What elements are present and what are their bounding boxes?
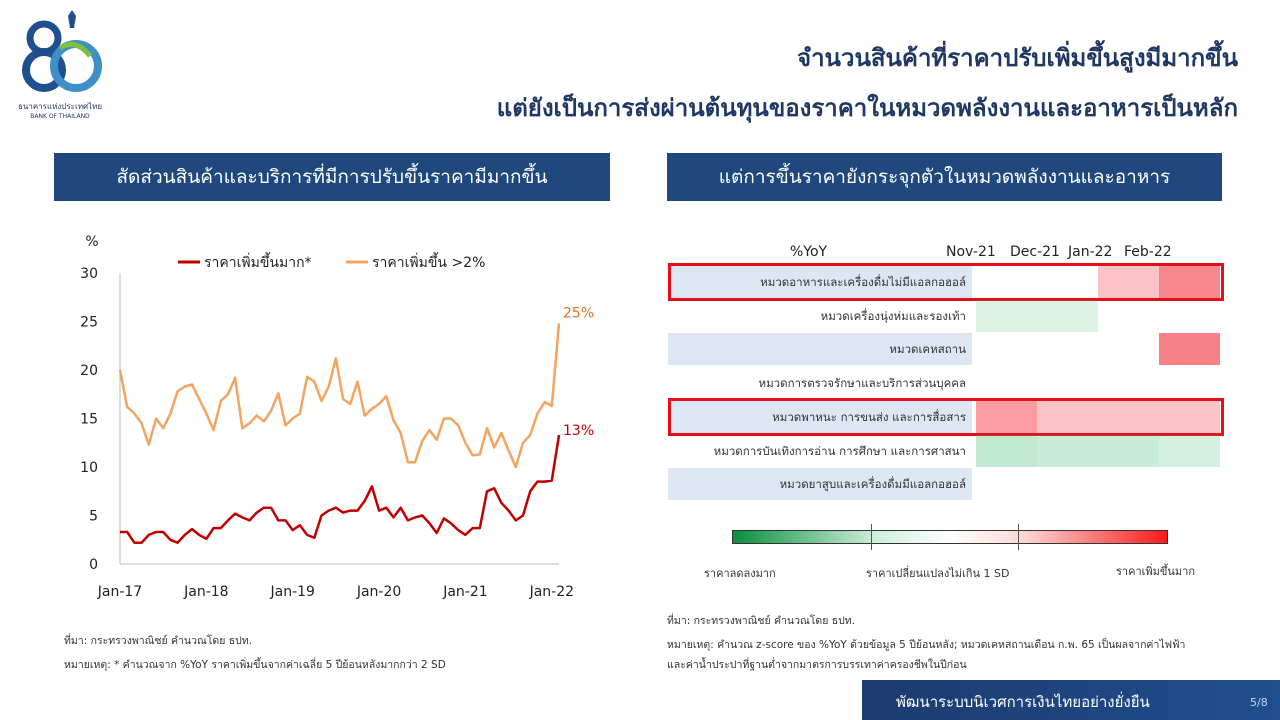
left-source: ที่มา: กระทรวงพาณิชย์ คำนวณโดย ธปท. [64,635,253,647]
end-label-above-2pct: 25% [563,305,594,321]
heatmap-row-label: หมวดเครื่องนุ่งห่มและรองเท้า [820,309,966,323]
legend-label: ราคาเพิ่มขึ้นมาก* [204,252,312,271]
right-note-line1: หมายเหตุ: คำนวณ z-score ของ %YoY ด้วยข้อ… [667,639,1186,651]
heatmap-cell [976,435,1037,467]
y-tick-label: 30 [80,266,98,282]
heatmap-cell [976,401,1037,433]
series-line-high-increase [120,434,561,544]
y-tick-label: 0 [89,557,98,573]
heatmap-cell [1159,333,1220,365]
scale-label-low: ราคาลดลงมาก [704,567,776,580]
x-tick-label: Jan-20 [356,584,401,600]
logo-name-th: ธนาคารแห่งประเทศไทย [17,102,103,111]
heatmap-cell [976,300,1037,332]
line-chart: % 0 5 10 15 20 25 30 Jan-17 Jan-18 Jan-19 Jan-20 Jan… [80,234,594,600]
x-tick-label: Jan-21 [442,584,487,600]
y-tick-label: 20 [80,363,98,379]
heatmap-cell [1098,435,1159,467]
heatmap-column-header: Feb-22 [1124,244,1172,260]
scale-label-high: ราคาเพิ่มขึ้นมาก [1116,565,1196,578]
heatmap-cell [1037,435,1098,467]
x-tick-label: Jan-18 [183,584,228,600]
heatmap-row-label: หมวดพาหนะ การขนส่ง และการสื่อสาร [668,401,972,433]
heatmap-row-label: หมวดการบันเทิงการอ่าน การศึกษา และการศาส… [713,444,966,458]
heatmap-cell [1037,300,1098,332]
heatmap-cell [1098,266,1159,298]
heatmap-column-header: Dec-21 [1010,244,1060,260]
highlight-box [668,263,1224,301]
x-tick-label: Jan-19 [269,584,314,600]
y-tick-label: 25 [80,315,98,331]
color-scale-tick-right [1018,524,1019,550]
heatmap-row-label: หมวดการตรวจรักษาและบริการส่วนบุคคล [758,376,966,390]
end-label-high-increase: 13% [563,423,594,439]
left-note: หมายเหตุ: * คำนวณจาก %YoY ราคาเพิ่มขึ้นจ… [64,659,446,671]
heatmap-cell [1159,435,1220,467]
heatmap-cell [1159,401,1220,433]
legend-label: ราคาเพิ่มขึ้น >2% [372,252,485,271]
logo-emblem-icon [22,10,102,92]
slide-title-line1: จำนวนสินค้าที่ราคาปรับเพิ่มขึ้นสูงมีมากข… [797,44,1238,72]
color-scale-bar [732,530,1168,544]
footer-band [862,680,1280,720]
heatmap-row-label: หมวดอาหารและเครื่องดื่มไม่มีแอลกอฮอล์ [668,266,972,298]
left-panel-header: สัดส่วนสินค้าและบริการที่มีการปรับขึ้นรา… [54,153,610,201]
highlight-box [668,398,1224,436]
right-note-line2: และค่าน้ำประปาที่ฐานต่ำจากมาตรการบรรเทาค… [667,659,967,671]
right-panel-header: แต่การขึ้นราคายังกระจุกตัวในหมวดพลังงานแ… [667,153,1222,201]
x-tick-label: Jan-22 [529,584,574,600]
heatmap-row-label: หมวดยาสูบและเครื่องดื่มมีแอลกอฮอล์ [668,468,972,500]
heatmap-row-label: หมวดเคหสถาน [668,333,972,365]
logo: ธนาคารแห่งประเทศไทย BANK OF THAILAND [10,8,110,120]
right-source: ที่มา: กระทรวงพาณิชย์ คำนวณโดย ธปท. [667,615,856,627]
y-axis-label: % [85,234,98,250]
x-tick-label: Jan-17 [97,584,142,600]
scale-label-mid: ราคาเปลี่ยนแปลงไม่เกิน 1 SD [866,567,1010,580]
logo-name-en: BANK OF THAILAND [30,113,90,120]
slide-title-line2: แต่ยังเป็นการส่งผ่านต้นทุนของราคาในหมวดพ… [496,94,1238,122]
y-tick-label: 5 [89,509,98,525]
heatmap-title: %YoY [790,244,828,260]
series-line-above-2pct [118,323,561,469]
color-scale-tick-left [871,524,872,550]
y-tick-label: 15 [80,412,98,428]
heatmap-cell [1098,401,1159,433]
heatmap-cell [1159,266,1220,298]
page-number: 5/8 [1250,696,1268,709]
heatmap-column-header: Jan-22 [1068,244,1113,260]
heatmap-column-header: Nov-21 [946,244,996,260]
heatmap-cell [1037,401,1098,433]
footer-slogan: พัฒนาระบบนิเวศการเงินไทยอย่างยั่งยืน [896,693,1150,711]
y-tick-label: 10 [80,460,98,476]
